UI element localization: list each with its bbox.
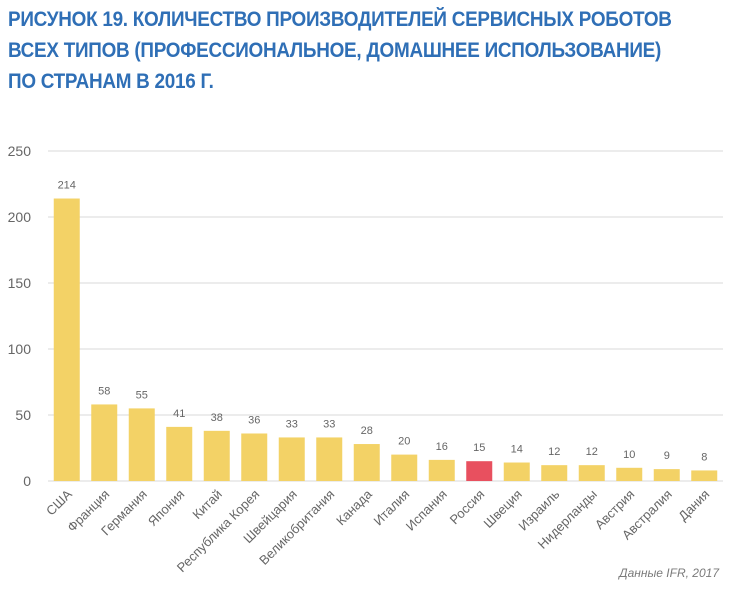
bar	[53, 198, 80, 481]
bar	[391, 454, 418, 481]
data-label: 55	[136, 389, 148, 401]
bar	[278, 437, 305, 481]
bar	[316, 437, 343, 481]
data-label: 20	[398, 436, 410, 448]
bar	[203, 430, 230, 481]
bar	[578, 465, 605, 481]
bar	[653, 469, 680, 481]
bar	[503, 462, 530, 481]
data-label: 28	[361, 425, 373, 437]
data-label: 58	[98, 385, 110, 397]
bar	[466, 461, 493, 481]
title-line-2: ВСЕХ ТИПОВ (ПРОФЕССИОНАЛЬНОЕ, ДОМАШНЕЕ И…	[8, 39, 662, 62]
data-label: 12	[586, 446, 598, 458]
y-tick-label: 200	[8, 209, 32, 225]
bar	[541, 465, 568, 481]
data-label: 8	[701, 451, 707, 463]
data-label: 41	[173, 408, 185, 420]
bar	[428, 459, 455, 481]
data-label: 38	[211, 412, 223, 424]
y-tick-label: 0	[23, 473, 31, 489]
chart-title: РИСУНОК 19. КОЛИЧЕСТВО ПРОИЗВОДИТЕЛЕЙ СЕ…	[8, 4, 672, 97]
data-label: 33	[286, 418, 298, 430]
source-note: Данные IFR, 2017	[619, 566, 719, 580]
x-tick-label: Китай	[189, 487, 224, 522]
data-label: 16	[436, 441, 448, 453]
x-tick-label: Канада	[333, 486, 375, 528]
data-label: 214	[58, 180, 76, 192]
title-line-3: ПО СТРАНАМ В 2016 Г.	[8, 70, 214, 93]
data-label: 12	[548, 446, 560, 458]
x-tick-label: Дания	[675, 487, 712, 524]
y-tick-label: 100	[8, 341, 32, 357]
x-tick-label: Испания	[403, 487, 450, 534]
bar	[616, 467, 643, 481]
data-label: 33	[323, 418, 335, 430]
data-label: 10	[623, 449, 635, 461]
bar	[128, 408, 155, 481]
data-label: 9	[664, 450, 670, 462]
y-tick-label: 150	[8, 275, 32, 291]
y-tick-label: 250	[8, 143, 32, 159]
bar	[241, 433, 268, 481]
data-label: 36	[248, 414, 260, 426]
y-tick-label: 50	[15, 407, 31, 423]
data-label: 14	[511, 444, 523, 456]
title-line-1: РИСУНОК 19. КОЛИЧЕСТВО ПРОИЗВОДИТЕЛЕЙ СЕ…	[8, 8, 672, 31]
data-label: 15	[473, 442, 485, 454]
x-tick-label: США	[43, 486, 75, 518]
bar	[353, 444, 380, 481]
bar	[691, 470, 718, 481]
bar	[166, 426, 193, 481]
x-tick-label: Япония	[145, 487, 188, 530]
bar	[91, 404, 118, 481]
